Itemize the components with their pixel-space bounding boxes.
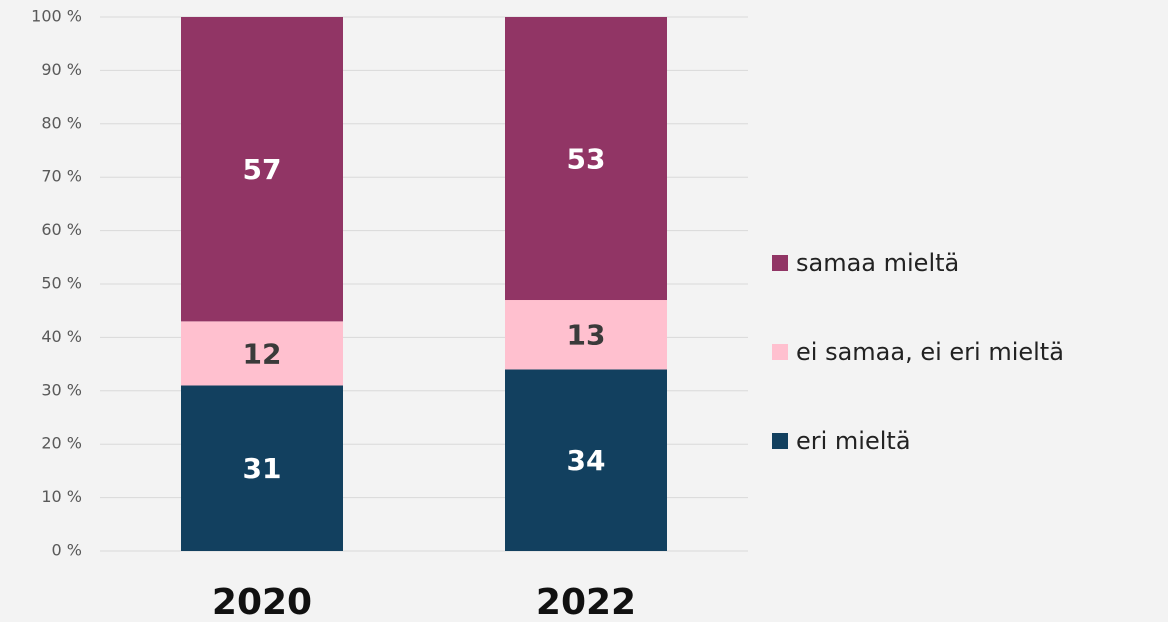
legend-label: samaa mieltä bbox=[796, 249, 959, 277]
data-label: 34 bbox=[567, 444, 606, 477]
legend-label: ei samaa, ei eri mieltä bbox=[796, 338, 1064, 366]
bar-segment bbox=[181, 385, 343, 551]
data-label: 31 bbox=[243, 452, 282, 485]
bar-segment bbox=[505, 17, 667, 301]
bar-segment bbox=[505, 300, 667, 370]
y-tick-label: 80 % bbox=[41, 113, 82, 132]
data-label: 12 bbox=[243, 337, 282, 370]
data-label: 57 bbox=[243, 153, 282, 186]
y-tick-label: 20 % bbox=[41, 434, 82, 453]
x-tick-label: 2020 bbox=[212, 582, 312, 622]
legend-swatch bbox=[772, 433, 788, 449]
legend-label: eri mieltä bbox=[796, 427, 911, 455]
data-label: 53 bbox=[567, 143, 606, 176]
y-tick-label: 50 % bbox=[41, 274, 82, 293]
y-tick-label: 90 % bbox=[41, 60, 82, 79]
y-tick-label: 30 % bbox=[41, 380, 82, 399]
data-label: 13 bbox=[567, 319, 606, 352]
bar-segment bbox=[181, 321, 343, 386]
y-tick-label: 40 % bbox=[41, 327, 82, 346]
bar-segment bbox=[181, 17, 343, 322]
legend-swatch bbox=[772, 344, 788, 360]
y-tick-label: 100 % bbox=[31, 7, 82, 26]
legend-swatch bbox=[772, 255, 788, 271]
y-tick-label: 10 % bbox=[41, 487, 82, 506]
y-tick-label: 0 % bbox=[52, 541, 82, 560]
x-tick-label: 2022 bbox=[536, 582, 636, 622]
bar-segment bbox=[505, 369, 667, 551]
y-tick-label: 60 % bbox=[41, 220, 82, 239]
y-tick-label: 70 % bbox=[41, 167, 82, 186]
